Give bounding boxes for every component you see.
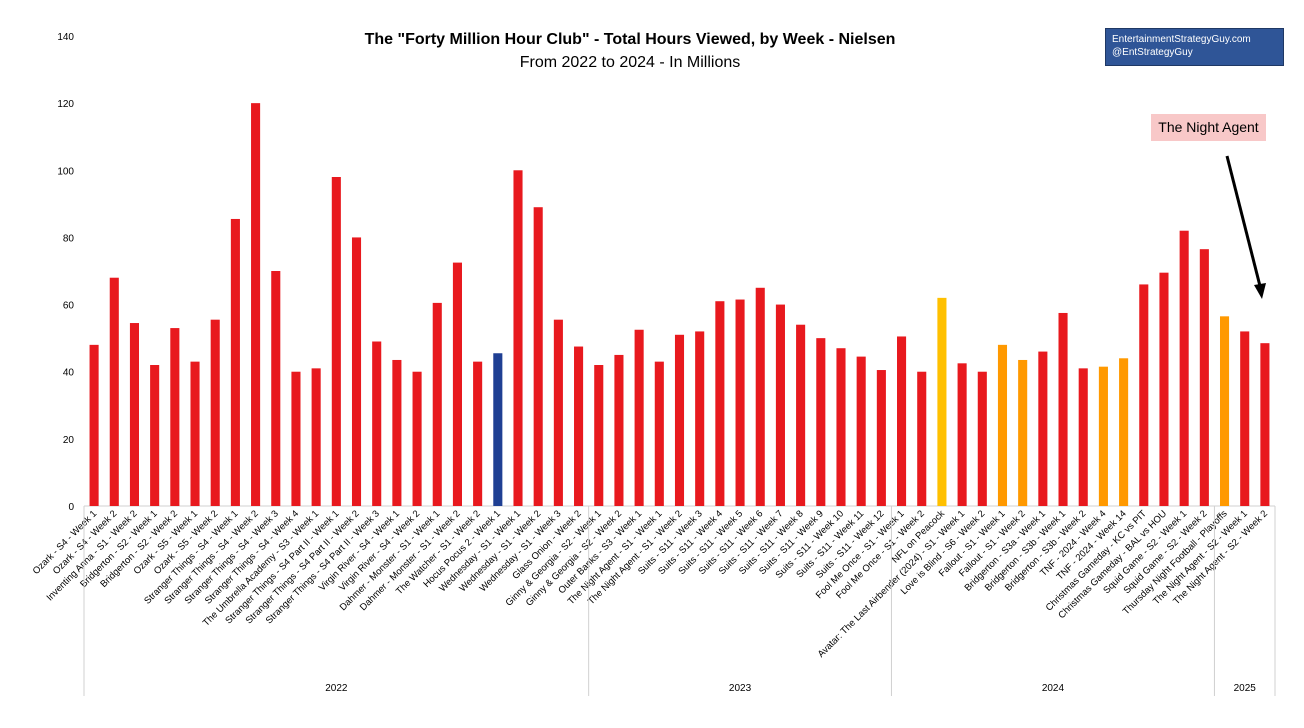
bar bbox=[210, 319, 220, 506]
bar bbox=[674, 334, 685, 506]
chart-subtitle: From 2022 to 2024 - In Millions bbox=[519, 54, 741, 71]
credit-website: EntertainmentStrategyGuy.com bbox=[1112, 34, 1251, 45]
bar bbox=[473, 361, 483, 506]
bar bbox=[1078, 368, 1088, 506]
bar bbox=[695, 331, 705, 506]
bar bbox=[170, 328, 180, 506]
bar bbox=[1058, 312, 1068, 506]
bar bbox=[291, 371, 301, 506]
bar bbox=[1199, 249, 1209, 506]
bar bbox=[89, 344, 99, 506]
year-group-label: 2022 bbox=[325, 683, 348, 694]
callout-arrowhead bbox=[1254, 283, 1266, 299]
y-tick-label: 40 bbox=[63, 368, 75, 379]
bar bbox=[775, 304, 785, 506]
year-group-label: 2025 bbox=[1234, 683, 1257, 694]
bar bbox=[271, 271, 281, 506]
bar bbox=[634, 329, 644, 506]
chart-title: The "Forty Million Hour Club" - Total Ho… bbox=[364, 31, 896, 48]
year-groups: 2022 2023 2024 2025 bbox=[83, 506, 1276, 696]
y-axis: 0 20 40 60 80 100 120 140 bbox=[57, 32, 1275, 513]
bar bbox=[1119, 358, 1129, 506]
credit-handle: @EntStrategyGuy bbox=[1112, 47, 1193, 58]
bar bbox=[1038, 351, 1048, 506]
bar bbox=[150, 365, 160, 506]
bar bbox=[1240, 331, 1250, 506]
bar bbox=[654, 361, 664, 506]
bar bbox=[876, 370, 886, 506]
bar bbox=[1139, 284, 1149, 506]
bar bbox=[755, 287, 765, 506]
bar bbox=[715, 301, 725, 506]
bar bbox=[251, 103, 261, 507]
bar bbox=[230, 218, 240, 506]
bar bbox=[351, 237, 362, 506]
bar bbox=[735, 299, 745, 506]
y-tick-label: 120 bbox=[57, 99, 74, 110]
bar bbox=[574, 346, 584, 506]
bar bbox=[796, 324, 806, 506]
y-tick-label: 100 bbox=[57, 166, 74, 177]
night-agent-callout: The Night Agent bbox=[1151, 114, 1266, 141]
bar bbox=[1159, 272, 1169, 506]
bar bbox=[513, 170, 523, 507]
y-tick-label: 80 bbox=[63, 233, 75, 244]
y-tick-label: 20 bbox=[63, 435, 75, 446]
bar bbox=[1219, 316, 1230, 506]
bar-series bbox=[89, 103, 1270, 507]
bar bbox=[1098, 366, 1108, 506]
bar bbox=[412, 371, 422, 506]
bar bbox=[897, 336, 907, 506]
bar bbox=[1179, 230, 1189, 506]
bar bbox=[957, 363, 967, 506]
bar bbox=[553, 319, 563, 506]
credit-box: EntertainmentStrategyGuy.com @EntStrateg… bbox=[1105, 28, 1284, 66]
bar bbox=[977, 371, 987, 506]
bar bbox=[372, 341, 382, 506]
bar bbox=[190, 361, 200, 506]
bar bbox=[129, 323, 140, 506]
bar bbox=[331, 177, 341, 506]
bar bbox=[614, 354, 624, 506]
bar bbox=[917, 371, 927, 506]
bar bbox=[594, 365, 604, 506]
bar bbox=[533, 207, 543, 506]
bar bbox=[997, 344, 1008, 506]
bar bbox=[392, 359, 402, 506]
year-group-label: 2024 bbox=[1042, 683, 1065, 694]
bar bbox=[311, 368, 321, 506]
bar bbox=[836, 348, 846, 506]
callout-arrow bbox=[1225, 155, 1263, 291]
bar bbox=[1260, 343, 1270, 506]
bar bbox=[452, 262, 462, 506]
bar bbox=[816, 338, 826, 506]
bar bbox=[1018, 359, 1028, 506]
bar bbox=[937, 297, 947, 506]
bar bbox=[493, 353, 503, 506]
year-group-label: 2023 bbox=[729, 683, 752, 694]
bar bbox=[109, 277, 119, 506]
bar bbox=[856, 356, 866, 506]
y-tick-label: 60 bbox=[63, 301, 75, 312]
bar bbox=[432, 302, 442, 506]
y-tick-label: 0 bbox=[68, 502, 74, 513]
y-tick-label: 140 bbox=[57, 32, 74, 43]
